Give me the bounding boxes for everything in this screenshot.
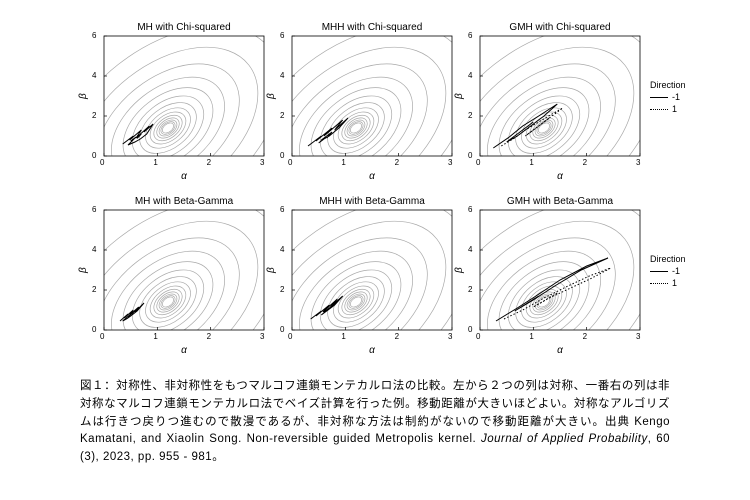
axis-label-y: β [266,36,277,156]
panel-title: MH with Beta-Gamma [104,196,264,207]
xtick-label: 2 [207,158,211,167]
xtick-label: 0 [476,332,480,341]
ytick-label: 2 [468,111,472,120]
xtick-label: 1 [153,332,157,341]
legend-item: 1 [650,278,686,288]
xtick-label: 1 [153,158,157,167]
xtick-label: 1 [341,158,345,167]
legend-label: -1 [672,266,680,276]
xtick-label: 3 [448,158,452,167]
ytick-label: 2 [468,285,472,294]
legend-item: -1 [650,92,686,102]
panel-1: MHH with Chi-squared α β 01230246 [292,36,452,156]
axis-label-x: α [480,171,640,182]
xtick-label: 3 [448,332,452,341]
ytick-label: 4 [468,245,472,254]
legend: Direction -1 1 [650,80,686,116]
panel-4: MHH with Beta-Gamma α β 01230246 [292,210,452,330]
legend-swatch [650,97,668,98]
ytick-label: 6 [280,31,284,40]
ytick-label: 4 [468,71,472,80]
ytick-label: 6 [280,205,284,214]
panel-5: GMH with Beta-Gamma α β 01230246Directio… [480,210,640,330]
axis-label-x: α [480,345,640,356]
ytick-label: 2 [92,285,96,294]
legend-title: Direction [650,80,686,90]
axis-label-y: β [454,210,465,330]
panel-svg [480,36,640,156]
ytick-label: 0 [92,151,96,160]
axis-label-y: β [78,210,89,330]
xtick-label: 3 [260,158,264,167]
ytick-label: 6 [468,31,472,40]
legend-swatch [650,271,668,272]
xtick-label: 0 [100,158,104,167]
legend-swatch [650,283,668,284]
xtick-label: 2 [207,332,211,341]
xtick-label: 3 [260,332,264,341]
ytick-label: 4 [92,71,96,80]
xtick-label: 0 [288,158,292,167]
ytick-label: 2 [92,111,96,120]
xtick-label: 0 [476,158,480,167]
ytick-label: 2 [280,111,284,120]
ytick-label: 0 [468,325,472,334]
xtick-label: 3 [636,158,640,167]
axis-label-y: β [266,210,277,330]
axis-label-x: α [292,345,452,356]
ytick-label: 4 [92,245,96,254]
ytick-label: 4 [280,71,284,80]
xtick-label: 2 [395,158,399,167]
panel-svg [292,210,452,330]
xtick-label: 2 [395,332,399,341]
ytick-label: 0 [468,151,472,160]
legend-label: -1 [672,92,680,102]
panel-title: MHH with Beta-Gamma [292,196,452,207]
legend-swatch [650,109,668,110]
panel-3: MH with Beta-Gamma α β 01230246 [104,210,264,330]
caption-citation-italic: Journal of Applied Probability [481,433,648,445]
ytick-label: 6 [92,205,96,214]
panel-title: GMH with Chi-squared [480,22,640,33]
axis-label-x: α [104,171,264,182]
panel-svg [104,36,264,156]
legend-label: 1 [672,278,677,288]
axis-label-x: α [292,171,452,182]
panel-svg [104,210,264,330]
ytick-label: 0 [280,151,284,160]
ytick-label: 4 [280,245,284,254]
axis-label-y: β [78,36,89,156]
ytick-label: 6 [92,31,96,40]
xtick-label: 3 [636,332,640,341]
legend-item: 1 [650,104,686,114]
ytick-label: 0 [280,325,284,334]
xtick-label: 0 [288,332,292,341]
legend: Direction -1 1 [650,254,686,290]
xtick-label: 1 [341,332,345,341]
xtick-label: 1 [529,332,533,341]
axis-label-y: β [454,36,465,156]
panel-2: GMH with Chi-squared α β 01230246Directi… [480,36,640,156]
figure-caption: 図１：対称性、非対称性をもつマルコフ連鎖モンテカルロ法の比較。左から２つの列は対… [80,378,670,467]
caption-prefix: 図１： [80,380,116,392]
xtick-label: 2 [583,158,587,167]
axis-label-x: α [104,345,264,356]
legend-item: -1 [650,266,686,276]
panel-svg [292,36,452,156]
panel-title: MHH with Chi-squared [292,22,452,33]
xtick-label: 0 [100,332,104,341]
ytick-label: 0 [92,325,96,334]
xtick-label: 2 [583,332,587,341]
panel-0: MH with Chi-squared α β 01230246 [104,36,264,156]
panel-title: MH with Chi-squared [104,22,264,33]
panel-title: GMH with Beta-Gamma [480,196,640,207]
xtick-label: 1 [529,158,533,167]
ytick-label: 2 [280,285,284,294]
ytick-label: 6 [468,205,472,214]
legend-title: Direction [650,254,686,264]
panel-svg [480,210,640,330]
legend-label: 1 [672,104,677,114]
